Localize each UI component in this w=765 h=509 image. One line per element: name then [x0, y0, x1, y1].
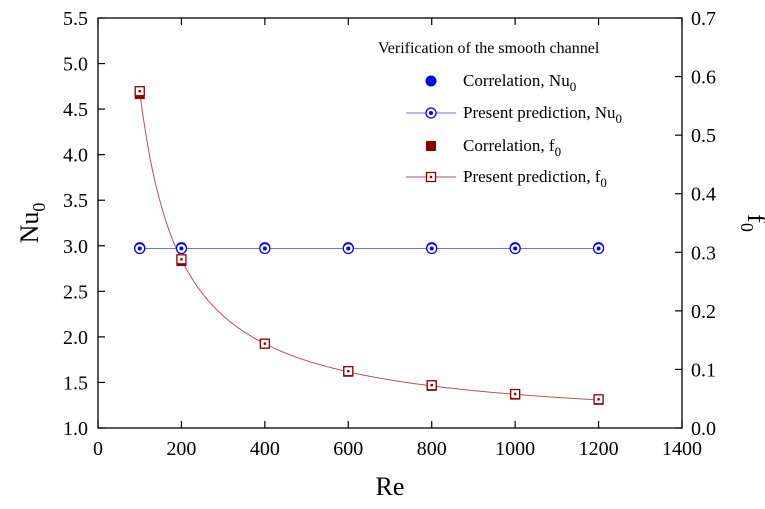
- data-point-s1: [134, 242, 146, 255]
- y2-tick-label: 0.7: [691, 8, 716, 30]
- legend-marker: [425, 75, 437, 87]
- data-point-s1-dot: [429, 246, 434, 251]
- legend-label: Present prediction, f0: [463, 167, 607, 190]
- data-point-s3: [593, 394, 604, 405]
- data-point-s1: [259, 242, 271, 255]
- y-tick-label: 2.0: [63, 327, 88, 349]
- legend-label-main: Correlation, Nu: [463, 71, 570, 90]
- legend-marker: [425, 107, 437, 119]
- series-lines: [139, 91, 599, 401]
- x-tick-label: 600: [333, 438, 363, 460]
- y-tick-label: 5.0: [63, 54, 88, 76]
- data-point-s1-dot: [179, 246, 184, 251]
- data-point-s3: [426, 380, 437, 391]
- data-point-s1: [426, 242, 438, 255]
- f-prediction-line: [139, 91, 599, 401]
- y2-tick-label: 0.6: [691, 67, 716, 89]
- y2-tick-label: 0.5: [691, 125, 716, 147]
- y-tick-label: 1.5: [63, 372, 88, 394]
- data-point-s1-dot: [262, 246, 267, 251]
- y-tick-label: 5.5: [63, 8, 88, 30]
- y-tick-label: 4.5: [63, 99, 88, 121]
- data-point-s3-dot: [138, 90, 141, 93]
- data-point-s1: [175, 242, 188, 255]
- legend-marker-dot: [429, 111, 433, 115]
- y2-tick-label: 0.3: [691, 242, 716, 264]
- data-point-s3: [343, 366, 354, 377]
- data-point-s3-dot: [597, 398, 600, 401]
- data-point-s3: [176, 254, 187, 265]
- y-tick-label: 3.0: [63, 236, 88, 258]
- data-point-s1-dot: [346, 246, 351, 251]
- y2-tick-label: 0.2: [691, 301, 716, 323]
- legend-label: Correlation, f0: [463, 136, 561, 159]
- legend-label-subscript: 0: [570, 79, 577, 94]
- legend-label-subscript: 0: [555, 144, 562, 159]
- y-tick-label: 2.5: [63, 281, 88, 303]
- plot-frame: [97, 17, 683, 429]
- data-point-s3-dot: [430, 384, 433, 387]
- data-point-s1: [592, 242, 605, 255]
- data-point-s3-dot: [180, 258, 183, 261]
- legend-marker: [426, 141, 436, 151]
- y-axis-label-subscript: 0: [29, 203, 49, 212]
- axis-ticks: 0 200 400 600 800 1000 1200 1400 1.0 1.5 2.0 2.5 3.0…: [63, 8, 716, 460]
- y-axis-label: Nu0: [15, 203, 49, 244]
- y2-tick-label: 0.1: [691, 359, 716, 381]
- x-axis-label: Re: [376, 472, 405, 501]
- x-tick-label: 200: [166, 438, 196, 460]
- data-point-s3-dot: [263, 342, 267, 345]
- x-tick-label: 800: [417, 438, 447, 460]
- legend-label: Present prediction, Nu0: [463, 103, 622, 126]
- x-tick-label: 1000: [495, 438, 535, 460]
- legend-title: Verification of the smooth channel: [378, 40, 600, 57]
- y2-axis-label: f0: [737, 214, 765, 232]
- legend-label-subscript: 0: [600, 175, 607, 190]
- legend-label: Correlation, Nu0: [463, 71, 576, 94]
- y2-axis-label-main: f: [742, 214, 765, 223]
- data-point-s3-dot: [347, 369, 350, 373]
- legend-label-main: Present prediction, f: [463, 167, 601, 186]
- legend-marker: [425, 171, 437, 183]
- y2-axis-label-subscript: 0: [737, 223, 757, 232]
- series-markers: [134, 86, 605, 405]
- legend-label-subscript: 0: [616, 111, 623, 126]
- x-tick-label: 400: [250, 438, 280, 460]
- data-point-s1-dot: [137, 246, 142, 251]
- data-point-s3: [259, 338, 271, 349]
- x-tick-label: 1200: [579, 438, 619, 460]
- data-point-s3-dot: [513, 392, 517, 396]
- y-axis-label-main: Nu: [15, 212, 44, 244]
- data-point-s1: [342, 242, 354, 255]
- data-point-s1: [509, 242, 521, 255]
- x-tick-label: 0: [93, 438, 103, 460]
- data-point-s3: [134, 86, 145, 97]
- y-tick-label: 4.0: [63, 145, 88, 167]
- data-point-s1-dot: [596, 246, 601, 251]
- legend-label-main: Present prediction, Nu: [463, 103, 616, 122]
- legend-label-main: Correlation, f: [463, 136, 555, 155]
- y2-tick-label: 0.4: [691, 184, 716, 206]
- y2-tick-label: 0.0: [691, 418, 716, 440]
- x-tick-label: 1400: [662, 438, 702, 460]
- legend-marker-dot: [429, 175, 433, 179]
- legend: Verification of the smooth channel Corre…: [378, 40, 622, 190]
- y-tick-label: 1.0: [63, 418, 88, 440]
- data-point-s3: [509, 388, 521, 400]
- data-point-s1-dot: [513, 246, 518, 251]
- y-tick-label: 3.5: [63, 190, 88, 212]
